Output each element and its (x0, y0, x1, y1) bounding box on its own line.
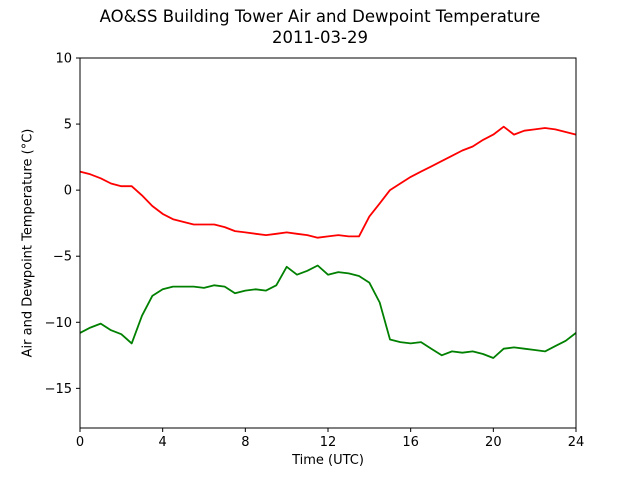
axes-frame (79, 57, 577, 429)
x-tick-label: 12 (320, 435, 337, 450)
x-axis-label: Time (UTC) (292, 453, 364, 468)
x-tick-label: 16 (402, 435, 419, 450)
y-tick-label: 10 (55, 52, 72, 67)
y-axis-label: Air and Dewpoint Temperature (°C) (20, 128, 36, 358)
x-tick-label: 20 (485, 435, 502, 450)
x-tick-label: 4 (159, 435, 167, 450)
y-tick-label: −10 (45, 316, 72, 331)
x-tick-label: 8 (241, 435, 249, 450)
x-tick-label: 0 (76, 435, 84, 450)
chart-subtitle: 2011-03-29 (272, 28, 368, 47)
chart-title: AO&SS Building Tower Air and Dewpoint Te… (99, 7, 541, 26)
series-line-1 (79, 125, 577, 239)
y-tick-label: 5 (64, 118, 72, 133)
y-tick-label: 0 (64, 184, 72, 199)
series-line-2 (79, 264, 577, 359)
series-layer (79, 125, 577, 359)
ticks-layer: 0 4 8 12 16 20 24 −15 −10 −5 0 5 10 (45, 52, 585, 451)
x-tick-label: 24 (568, 435, 585, 450)
y-tick-label: −5 (53, 250, 72, 265)
y-tick-label: −15 (45, 382, 72, 397)
